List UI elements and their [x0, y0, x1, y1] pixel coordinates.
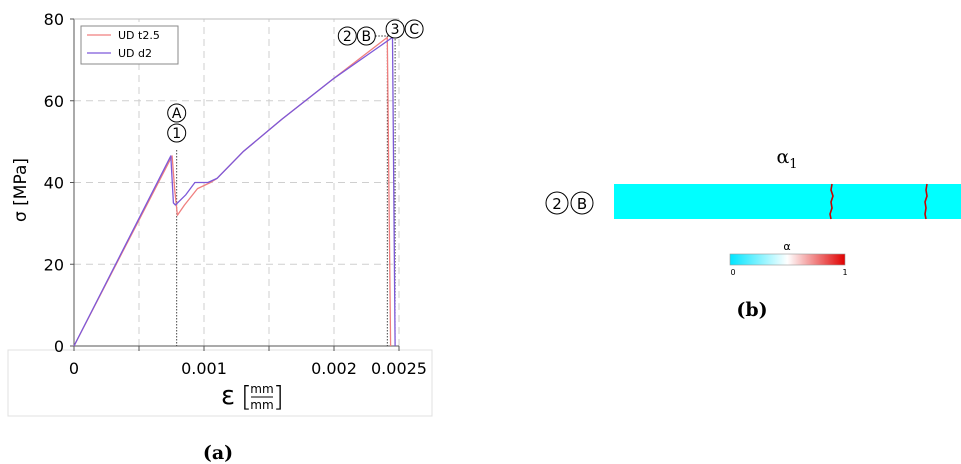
- series-line-ud-d2: [73, 36, 396, 347]
- marker-1-circle: [167, 123, 187, 143]
- x-axis-symbol: ε: [221, 381, 235, 411]
- row-label-2-text: 2: [552, 195, 562, 213]
- x-axis-label: ε [ mm mm ]: [221, 380, 284, 413]
- marker-lines: [176, 35, 398, 346]
- colorbar-max-label: 1: [842, 268, 847, 277]
- marker-1-text: 1: [172, 126, 181, 142]
- row-label-2: 2: [545, 191, 569, 215]
- series-lines: [73, 36, 396, 347]
- panel-a-caption: (a): [203, 442, 233, 464]
- marker-a-circle: [167, 103, 187, 123]
- series-line-ud-t2.5: [73, 36, 392, 347]
- y-tick-label-1: 20: [44, 255, 64, 274]
- chart-panel-a: 0 20 40 60 80 0 0.001 0.002 0.0025 A 1 2 B 3 C σ [MP…: [7, 10, 433, 417]
- event-markers: A 1 2 B 3 C: [167, 19, 424, 143]
- colorbar: [729, 253, 846, 266]
- panel-b-caption: (b): [736, 299, 767, 321]
- marker-3-text: 3: [391, 22, 400, 38]
- x-axis-unit-bracket-left: [: [241, 380, 252, 413]
- marker-2-text: 2: [343, 29, 352, 45]
- chart-panel-b: α1 2 B α 0 1 (b): [545, 146, 961, 321]
- marker-b-circle: [356, 26, 376, 46]
- marker-3-circle: [385, 19, 405, 39]
- row-label-b-circle: [570, 191, 594, 215]
- x-tick-labels: 0 0.001 0.002 0.0025: [69, 359, 427, 378]
- y-tick-label-0: 0: [54, 337, 64, 356]
- alpha-field-title: α1: [776, 146, 797, 172]
- alpha-field-title-base: α: [776, 146, 789, 168]
- y-tick-label-4: 80: [44, 10, 64, 29]
- x-axis-unit-bracket-right: ]: [273, 380, 284, 413]
- crack-1: [829, 183, 834, 220]
- legend-box: [80, 25, 179, 65]
- colorbar-label: α: [783, 240, 790, 253]
- y-tick-label-3: 60: [44, 92, 64, 111]
- alpha-field-title-sub: 1: [789, 157, 797, 172]
- row-label-2-circle: [545, 191, 569, 215]
- x-axis-band: [7, 349, 433, 417]
- marker-c-circle: [404, 19, 424, 39]
- y-tick-label-2: 40: [44, 174, 64, 193]
- marker-b-text: B: [361, 29, 371, 45]
- x-tick-label-0: 0: [69, 359, 79, 378]
- crack-2: [924, 183, 928, 220]
- damage-field-strip: [614, 184, 961, 219]
- x-tick-label-2: 0.001: [181, 359, 227, 378]
- axes: [70, 18, 400, 351]
- marker-a-text: A: [172, 106, 182, 122]
- colorbar-min-label: 0: [730, 268, 735, 277]
- x-axis-unit-numerator: mm: [250, 382, 273, 396]
- grid: [74, 18, 400, 346]
- marker-2-circle: [337, 26, 357, 46]
- row-label-b-text: B: [577, 195, 587, 213]
- legend-label-ud-d2: UD d2: [118, 47, 152, 60]
- legend-label-ud-t2.5: UD t2.5: [118, 29, 160, 42]
- x-tick-label-4: 0.002: [311, 359, 357, 378]
- y-tick-labels: 0 20 40 60 80: [44, 10, 64, 356]
- legend: UD t2.5 UD d2: [80, 25, 179, 65]
- x-tick-label-5: 0.0025: [371, 359, 427, 378]
- marker-c-text: C: [409, 22, 419, 38]
- y-axis-label: σ [MPa]: [11, 158, 31, 222]
- row-label-b: B: [570, 191, 594, 215]
- x-axis-unit-denominator: mm: [250, 398, 273, 412]
